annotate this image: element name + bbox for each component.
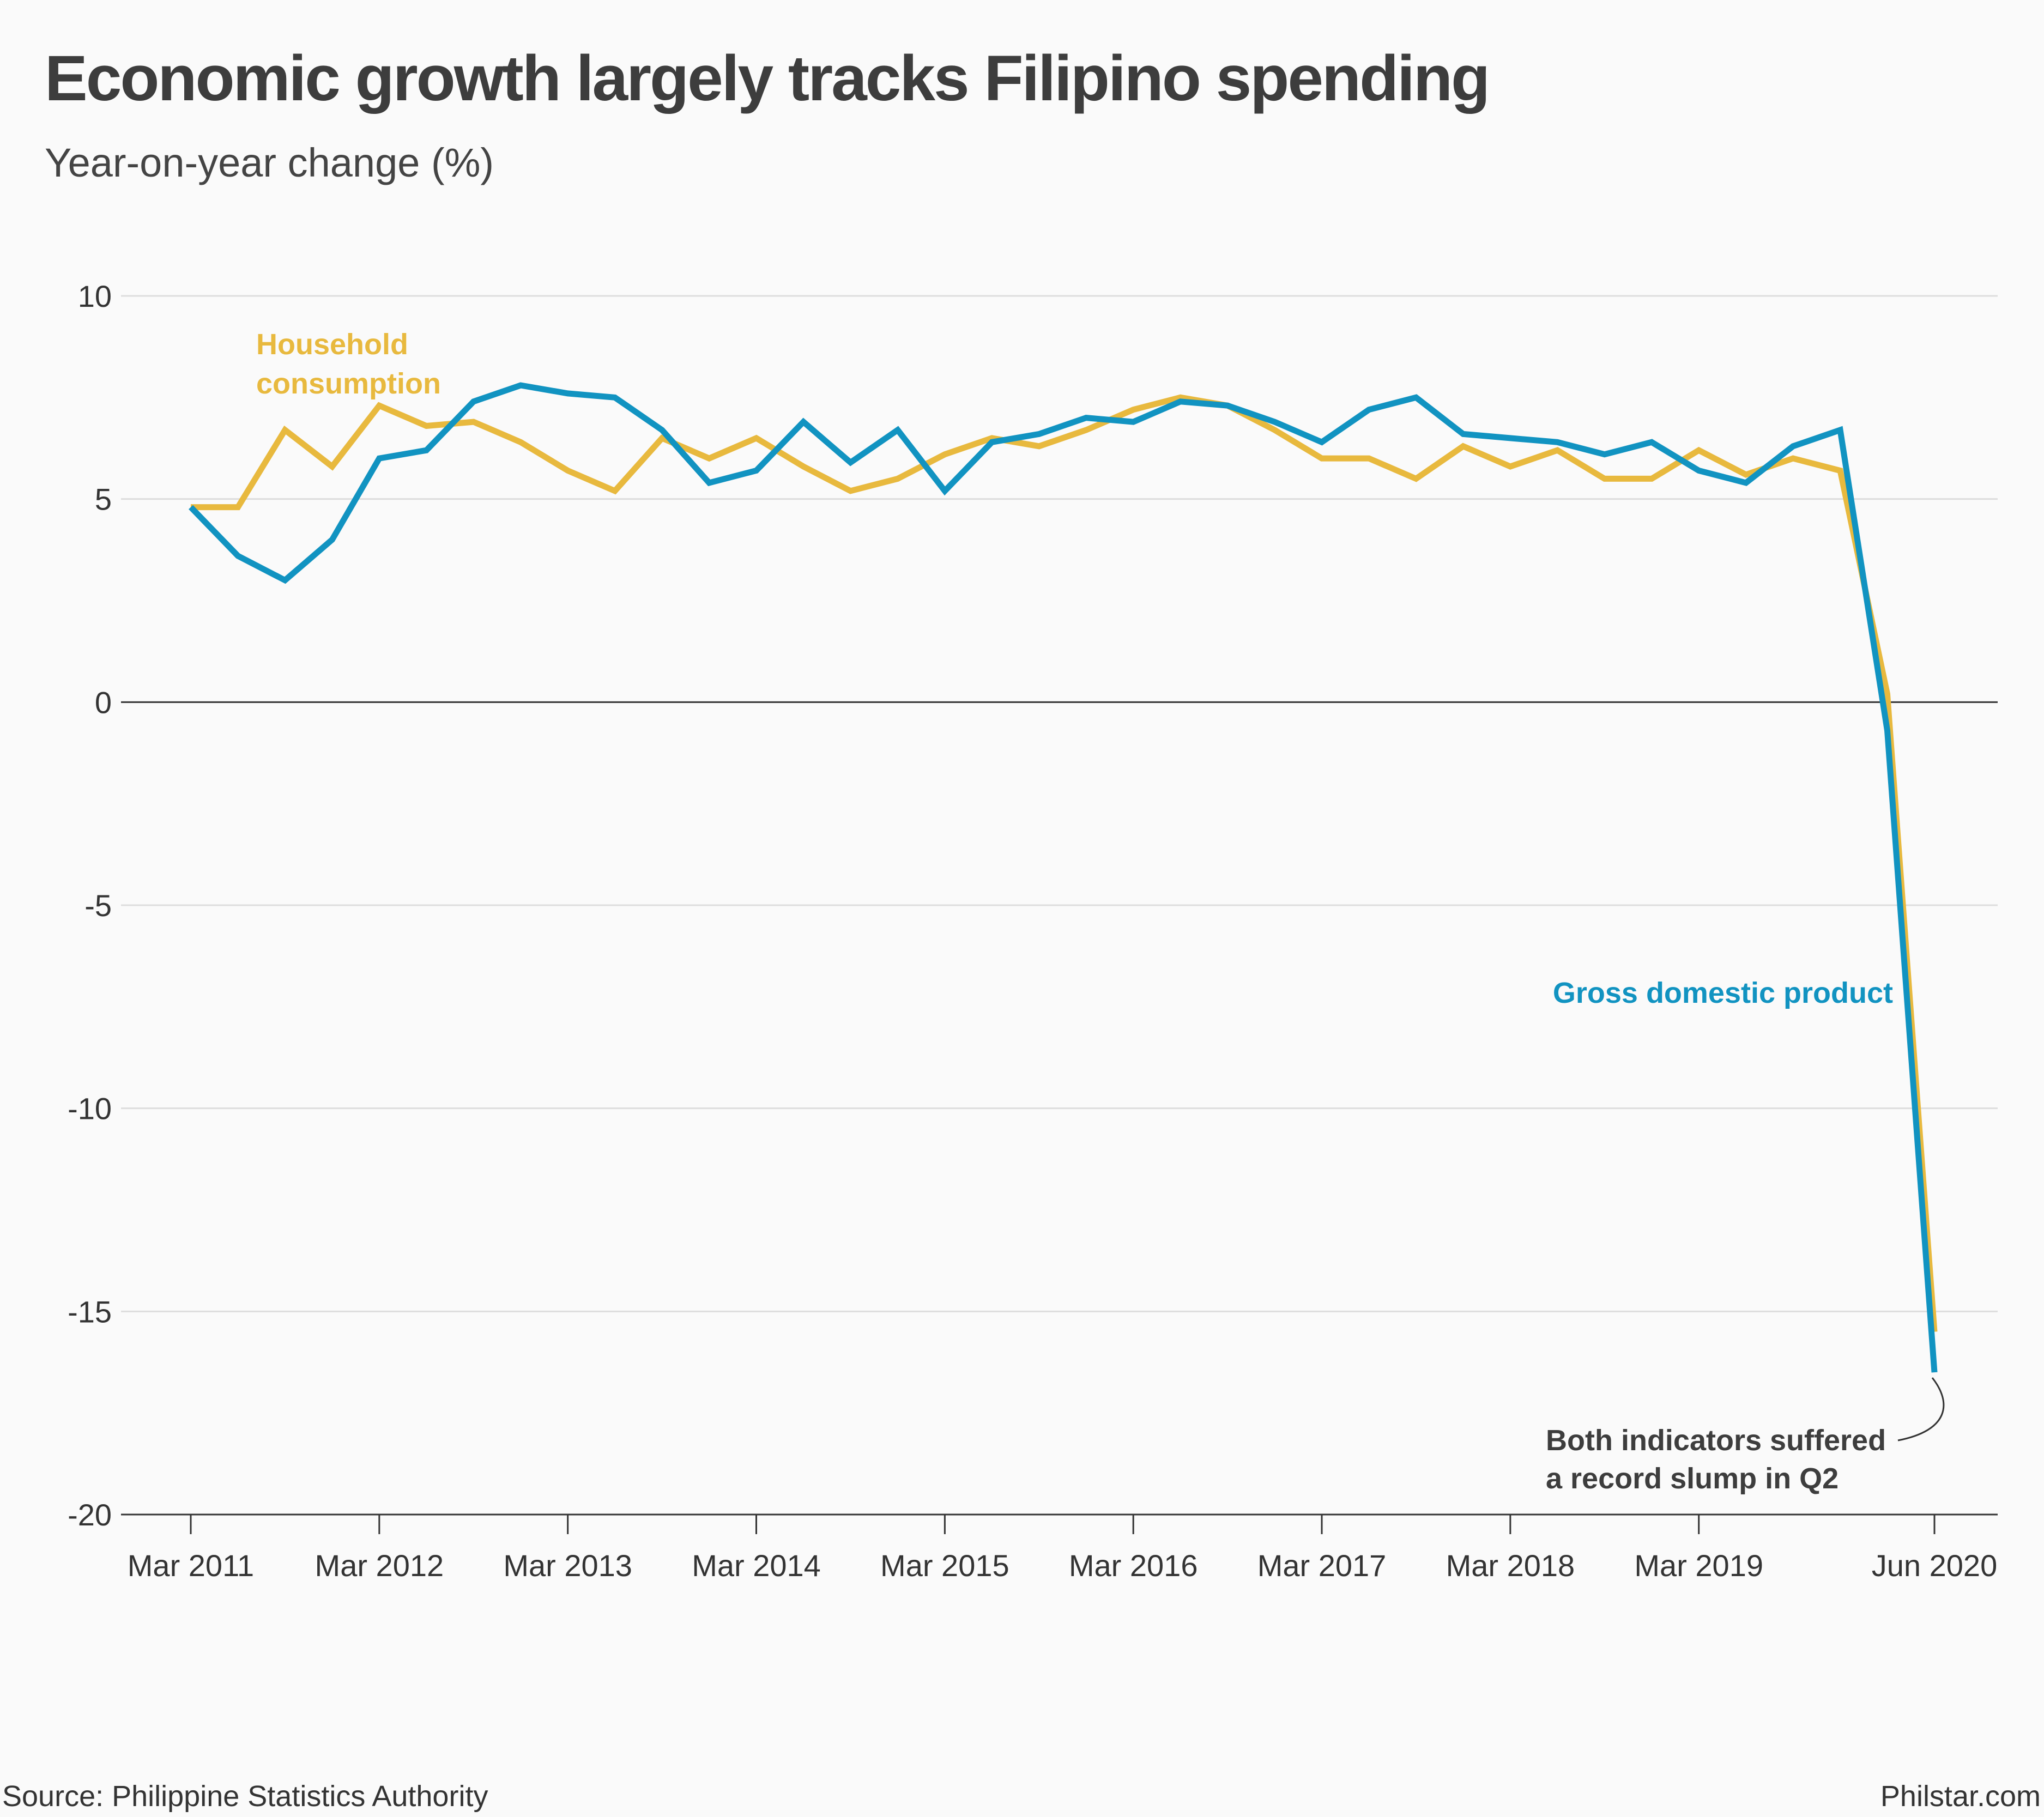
household-consumption-label: Household consumption xyxy=(256,328,441,400)
record-slump-annotation: Both indicators suffered a record slump … xyxy=(1546,1377,1945,1495)
y-tick-label: 0 xyxy=(95,685,112,719)
household-consumption-line xyxy=(191,394,1938,1333)
annotation-line-2: a record slump in Q2 xyxy=(1546,1462,1839,1495)
annotation-text: Both indicators suffered a record slump … xyxy=(1546,1424,1894,1495)
x-axis: Mar 2011 Mar 2012 Mar 2013 Mar 2014 Mar 2015… xyxy=(121,1513,1998,1583)
x-tick-label: Mar 2018 xyxy=(1446,1548,1575,1583)
x-tick-label: Mar 2015 xyxy=(880,1548,1009,1583)
series-lines xyxy=(189,382,1938,1373)
x-tick-label: Mar 2011 xyxy=(128,1548,254,1583)
y-tick-label: -15 xyxy=(68,1294,112,1329)
y-axis-ticks: 10 5 0 -5 -10 -15 -20 xyxy=(68,279,112,1532)
gdp-line xyxy=(189,382,1938,1373)
y-tick-label: -5 xyxy=(84,888,112,923)
y-tick-label: 5 xyxy=(95,482,112,517)
x-tick-label: Mar 2019 xyxy=(1634,1548,1763,1583)
x-tick-label: Mar 2014 xyxy=(692,1548,821,1583)
x-tick-label: Mar 2013 xyxy=(503,1548,632,1583)
source-note: Source: Philippine Statistics Authority xyxy=(2,1780,488,1813)
gdp-label: Gross domestic product xyxy=(1553,977,1893,1009)
x-tick-label: Jun 2020 xyxy=(1872,1548,1997,1583)
x-tick-label: Mar 2012 xyxy=(315,1548,444,1583)
y-tick-label: -20 xyxy=(68,1498,112,1532)
chart-title: Economic growth largely tracks Filipino … xyxy=(45,43,1489,114)
chart-subtitle: Year-on-year change (%) xyxy=(45,140,494,185)
credit: Philstar.com xyxy=(1880,1780,2041,1813)
household-label-line-2: consumption xyxy=(256,367,441,400)
household-label-line-1: Household xyxy=(256,328,408,361)
x-tick-label: Mar 2017 xyxy=(1257,1548,1387,1583)
gridlines xyxy=(121,295,1998,1312)
annotation-leader-line xyxy=(1897,1377,1945,1442)
y-tick-label: 10 xyxy=(78,279,112,313)
series-labels: Household consumption Gross domestic pro… xyxy=(256,328,1893,1009)
y-tick-label: -10 xyxy=(68,1092,112,1126)
x-tick-label: Mar 2016 xyxy=(1069,1548,1198,1583)
annotation-line-1: Both indicators suffered xyxy=(1546,1424,1886,1457)
